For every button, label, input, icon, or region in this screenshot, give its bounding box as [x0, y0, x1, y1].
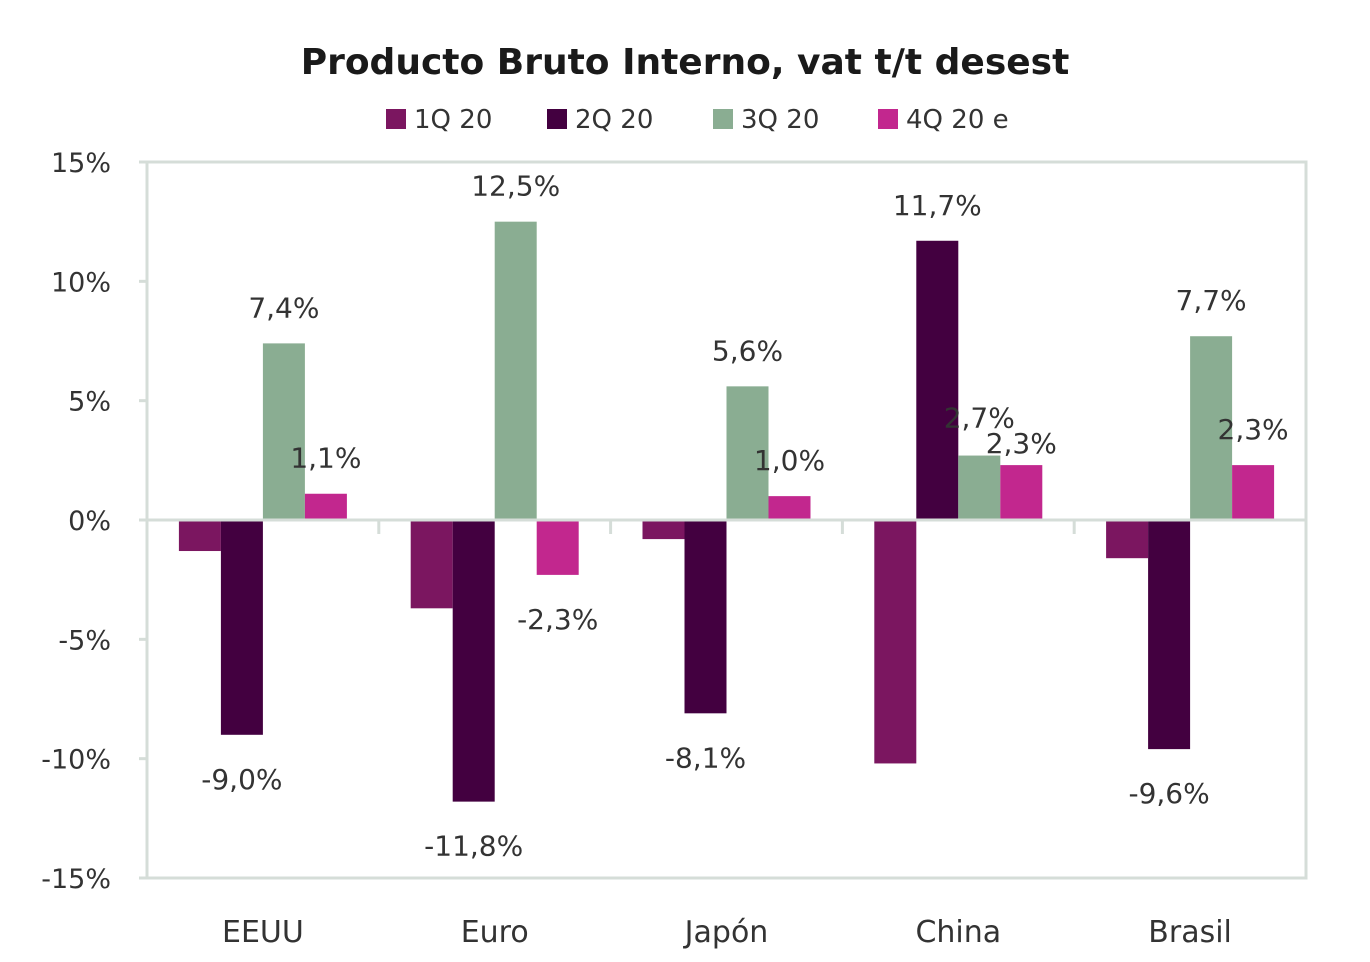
bar-3q-20-japón [726, 386, 769, 520]
bar-3q-20-china [958, 455, 1001, 520]
data-label: 2,7% [944, 402, 1015, 435]
bar-3q-20-euro [494, 221, 537, 520]
data-label: 2,3% [986, 427, 1057, 460]
y-axis: 15% 10% 5% 0% -5% -10% -15% [41, 148, 147, 895]
bar-2q-20-china [916, 240, 959, 520]
chart-title: Producto Bruto Interno, vat t/t desest [301, 42, 1070, 83]
data-label: 11,7% [893, 189, 982, 222]
data-label: 12,5% [471, 170, 560, 203]
bar-2q-20-brasil [1148, 520, 1191, 750]
bar-1q-20-euro [410, 520, 453, 609]
data-label: 1,1% [290, 442, 361, 475]
bar-1q-20-japón [642, 520, 685, 540]
legend-swatch [713, 109, 733, 129]
data-label: -11,8% [424, 830, 523, 863]
bar-3q-20-brasil [1190, 336, 1233, 520]
data-label: 1,0% [754, 444, 825, 477]
y-tick-label: 0% [68, 506, 111, 537]
bar-1q-20-brasil [1106, 520, 1149, 559]
x-category-label: EEUU [222, 915, 304, 950]
bar-2q-20-japón [684, 520, 727, 714]
data-label: 2,3% [1218, 413, 1289, 446]
legend-label: 3Q 20 [741, 105, 819, 135]
y-tick-label: -5% [58, 625, 111, 656]
bar-4q-20-e-china [1000, 465, 1043, 520]
y-tick-label: 5% [68, 387, 111, 418]
y-tick-label: -10% [41, 745, 111, 776]
bar-4q-20-e-eeuu [304, 493, 347, 520]
data-label: -9,0% [201, 763, 282, 796]
data-label: 7,4% [248, 291, 319, 324]
data-label: 5,6% [712, 334, 783, 367]
legend-label: 2Q 20 [575, 105, 653, 135]
x-category-label: Brasil [1148, 915, 1232, 950]
bar-1q-20-eeuu [178, 520, 221, 552]
data-labels: -9,0% 7,4% 1,1% -11,8% 12,5% -2,3% -8,1% 5,6% 1,… [201, 170, 1288, 863]
x-category-label: Euro [461, 915, 529, 950]
bar-3q-20-eeuu [262, 343, 305, 520]
data-label: -9,6% [1128, 777, 1209, 810]
zero-axis [145, 518, 1308, 534]
legend-label: 1Q 20 [414, 105, 492, 135]
legend-label: 4Q 20 e [906, 105, 1009, 135]
x-category-label: China [915, 915, 1001, 950]
bar-1q-20-china [874, 520, 917, 764]
bar-2q-20-eeuu [220, 520, 263, 735]
bar-4q-20-e-japón [768, 496, 811, 520]
bars [178, 221, 1275, 802]
y-tick-label: -15% [41, 864, 111, 895]
y-tick-label: 15% [51, 148, 111, 179]
bar-4q-20-e-brasil [1232, 465, 1275, 520]
x-axis: EEUU Euro Japón China Brasil [222, 915, 1232, 950]
data-label: -2,3% [517, 603, 598, 636]
bar-2q-20-euro [452, 520, 495, 802]
data-label: 7,7% [1176, 284, 1247, 317]
legend-swatch [878, 109, 898, 129]
legend-swatch [386, 109, 406, 129]
legend: 1Q 20 2Q 20 3Q 20 4Q 20 e [386, 105, 1009, 135]
data-label: -8,1% [665, 741, 746, 774]
y-tick-label: 10% [51, 267, 111, 298]
bar-4q-20-e-euro [536, 520, 579, 575]
x-category-label: Japón [683, 915, 769, 950]
legend-swatch [547, 109, 567, 129]
